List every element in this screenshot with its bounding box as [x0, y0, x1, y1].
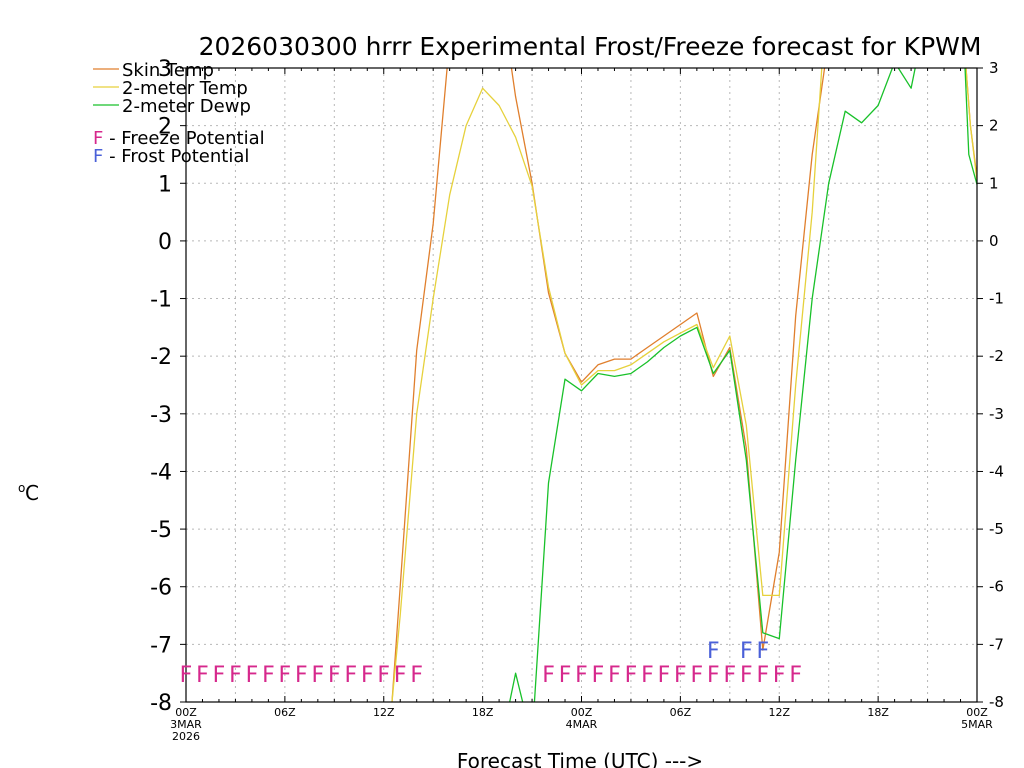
- freeze-flag: F: [641, 663, 654, 688]
- x-tick-label: 06Z: [274, 706, 296, 719]
- freeze-flag: F: [394, 663, 407, 688]
- legend-label: 2-meter Temp: [122, 78, 248, 99]
- freeze-flag: F: [229, 663, 242, 688]
- y-tick-label-left: 0: [158, 230, 172, 255]
- y-tick-label-left: 3: [158, 57, 172, 82]
- x-axis-label: Forecast Time (UTC) --->: [457, 749, 703, 768]
- series-line-2-meter-temp: [391, 68, 977, 702]
- y-tick-label-left: -8: [150, 691, 172, 716]
- freeze-flag: F: [410, 663, 423, 688]
- legend-label: Skin Temp: [122, 60, 214, 81]
- freeze-flag: F: [707, 663, 720, 688]
- freeze-flag: F: [740, 663, 753, 688]
- y-tick-label-left: -6: [150, 576, 172, 601]
- y-tick-label-right: 1: [989, 174, 999, 192]
- x-tick-label: 4MAR: [566, 718, 598, 731]
- freeze-flag: F: [262, 663, 275, 688]
- y-tick-label-right: -5: [989, 520, 1004, 538]
- x-tick-label: 2026: [172, 730, 200, 743]
- x-tick-label: 3MAR: [170, 718, 202, 731]
- freeze-flag: F: [608, 663, 621, 688]
- y-tick-label-right: -2: [989, 347, 1004, 365]
- frost-flag: F: [707, 639, 720, 664]
- flag-legend-letter: F: [93, 146, 103, 167]
- series-layer: [391, 68, 977, 702]
- y-tick-label-left: -3: [150, 403, 172, 428]
- freeze-flag: F: [674, 663, 687, 688]
- freeze-flag: F: [723, 663, 736, 688]
- freeze-flag: F: [213, 663, 226, 688]
- freeze-flag: F: [344, 663, 357, 688]
- x-tick-label: 5MAR: [961, 718, 993, 731]
- series-line-skin-temp: [391, 68, 977, 702]
- freeze-flag: F: [246, 663, 259, 688]
- freeze-flag: F: [625, 663, 638, 688]
- freeze-flag: F: [658, 663, 671, 688]
- x-tick-label: 18Z: [472, 706, 494, 719]
- freeze-flag: F: [196, 663, 209, 688]
- freeze-flag: F: [575, 663, 588, 688]
- y-tick-label-left: -5: [150, 518, 172, 543]
- x-tick-label: 12Z: [373, 706, 395, 719]
- y-axis-unit-letter: C: [25, 481, 39, 505]
- freeze-flag: F: [756, 663, 769, 688]
- freeze-flag: F: [377, 663, 390, 688]
- freeze-flag: F: [542, 663, 555, 688]
- x-tick-label: 18Z: [867, 706, 889, 719]
- y-tick-label-left: 2: [158, 115, 172, 140]
- x-tick-label: 06Z: [670, 706, 692, 719]
- freeze-flag: F: [295, 663, 308, 688]
- freeze-flag: F: [592, 663, 605, 688]
- frost-flag: F: [740, 639, 753, 664]
- series-line-2-meter-dewp: [509, 68, 977, 702]
- y-tick-label-right: 3: [989, 59, 999, 77]
- flag-legend-label: - Frost Potential: [103, 146, 249, 167]
- frost-flag: F: [756, 639, 769, 664]
- y-tick-label-right: -4: [989, 462, 1004, 480]
- y-tick-label-right: -6: [989, 578, 1004, 596]
- y-tick-label-right: 0: [989, 232, 999, 250]
- freeze-flag: F: [328, 663, 341, 688]
- flag-legend-label: - Freeze Potential: [103, 128, 264, 149]
- x-tick-label: 00Z: [966, 706, 988, 719]
- x-tick-label: 00Z: [571, 706, 593, 719]
- y-tick-label-left: -7: [150, 633, 172, 658]
- y-tick-label-right: -3: [989, 405, 1004, 423]
- x-tick-label: 00Z: [175, 706, 197, 719]
- y-tick-label-left: -2: [150, 345, 172, 370]
- x-tick-label: 12Z: [768, 706, 790, 719]
- flag-markers: F F F F F F F F F F F F F F F F F F F F F F F F F F F F F F FF F F: [180, 639, 802, 688]
- y-tick-label-right: -1: [989, 290, 1004, 308]
- freeze-flag: F: [180, 663, 193, 688]
- freeze-flag: F: [312, 663, 325, 688]
- freeze-flag: F: [773, 663, 786, 688]
- flag-legend-letter: F: [93, 128, 103, 149]
- freeze-flag: F: [361, 663, 374, 688]
- flag-legend-entry: F - Frost Potential: [93, 146, 249, 167]
- chart-title: 2026030300 hrrr Experimental Frost/Freez…: [199, 32, 982, 61]
- y-tick-label-left: -4: [150, 460, 172, 485]
- freeze-flag: F: [279, 663, 292, 688]
- y-tick-label-right: -7: [989, 635, 1004, 653]
- y-tick-label-left: -1: [150, 288, 172, 313]
- freeze-flag: F: [559, 663, 572, 688]
- y-tick-label-left: 1: [158, 172, 172, 197]
- y-tick-label-right: -8: [989, 693, 1004, 711]
- axes: -8 -8 -7 -7 -6 -6 -5 -5 -4 -4 -3 -3 -2 -2 -1 -1 0 0 1 1 2 2 3 3…: [150, 57, 1004, 743]
- y-tick-label-right: 2: [989, 117, 999, 135]
- freeze-flag: F: [789, 663, 802, 688]
- flag-legend-entry: F - Freeze Potential: [93, 128, 265, 149]
- freeze-flag: F: [691, 663, 704, 688]
- y-axis-unit-degree: o: [18, 481, 25, 495]
- legend-label: 2-meter Dewp: [122, 96, 251, 117]
